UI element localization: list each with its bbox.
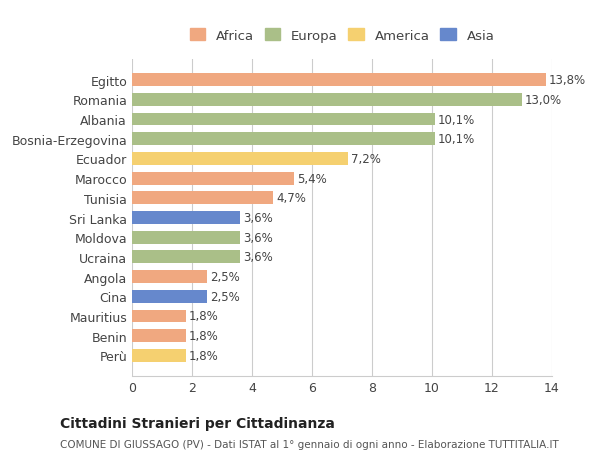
Bar	[132, 349, 186, 362]
Text: 3,6%: 3,6%	[243, 231, 273, 244]
Text: 2,5%: 2,5%	[210, 290, 240, 303]
Bar	[132, 310, 186, 323]
Bar	[132, 133, 435, 146]
Text: 10,1%: 10,1%	[438, 133, 475, 146]
Text: 5,4%: 5,4%	[297, 172, 327, 185]
Text: COMUNE DI GIUSSAGO (PV) - Dati ISTAT al 1° gennaio di ogni anno - Elaborazione T: COMUNE DI GIUSSAGO (PV) - Dati ISTAT al …	[60, 440, 559, 449]
Bar	[132, 271, 207, 283]
Bar	[132, 330, 186, 342]
Bar	[132, 192, 273, 205]
Text: 10,1%: 10,1%	[438, 113, 475, 126]
Text: 13,8%: 13,8%	[549, 74, 586, 87]
Text: 1,8%: 1,8%	[189, 349, 219, 362]
Text: 2,5%: 2,5%	[210, 270, 240, 284]
Bar	[132, 212, 240, 224]
Text: 13,0%: 13,0%	[525, 94, 562, 106]
Bar	[132, 231, 240, 244]
Text: 3,6%: 3,6%	[243, 251, 273, 264]
Bar	[132, 74, 546, 87]
Text: 3,6%: 3,6%	[243, 212, 273, 224]
Bar	[132, 94, 522, 106]
Text: 4,7%: 4,7%	[276, 192, 306, 205]
Bar	[132, 113, 435, 126]
Text: 1,8%: 1,8%	[189, 310, 219, 323]
Legend: Africa, Europa, America, Asia: Africa, Europa, America, Asia	[185, 25, 499, 46]
Text: Cittadini Stranieri per Cittadinanza: Cittadini Stranieri per Cittadinanza	[60, 416, 335, 430]
Text: 1,8%: 1,8%	[189, 330, 219, 342]
Bar	[132, 153, 348, 165]
Bar	[132, 290, 207, 303]
Bar	[132, 172, 294, 185]
Text: 7,2%: 7,2%	[351, 152, 381, 166]
Bar	[132, 251, 240, 264]
